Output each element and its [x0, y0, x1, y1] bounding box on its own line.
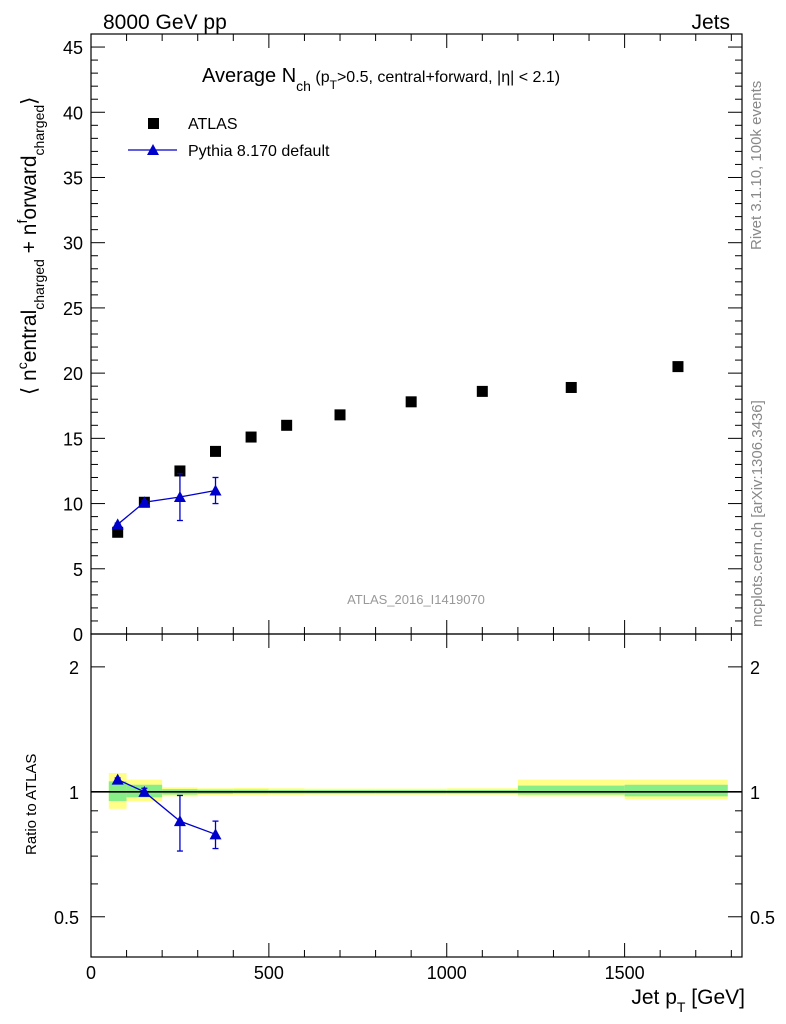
atlas-data-point [281, 419, 293, 431]
ratio-y-tick-label: 0.5 [54, 908, 79, 928]
legend-pythia-marker [147, 144, 159, 155]
ratio-y-axis-label: Ratio to ATLAS [23, 754, 40, 855]
xlabel-unit: [GeV] [685, 986, 745, 1009]
pythia-ratio-marker [209, 828, 222, 840]
legend-atlas-marker [148, 118, 159, 129]
uncertainty-band-inner [517, 785, 625, 795]
ylabel-mid3: orward [18, 155, 41, 219]
ratio-plot-frame [90, 633, 743, 958]
x-tick-label: 1500 [605, 963, 645, 983]
legend-pythia-label: Pythia 8.170 default [188, 143, 330, 160]
atlas-data-point [245, 431, 257, 443]
atlas-data-point [565, 381, 577, 393]
uncertainty-band-inner [624, 784, 728, 797]
header-left: 8000 GeV pp [103, 11, 227, 34]
legend: ATLAS Pythia 8.170 default [128, 116, 330, 160]
y-tick-label: 25 [63, 299, 83, 319]
x-tick-label: 1000 [427, 963, 467, 983]
atlas-data-point [405, 396, 417, 408]
atlas-data-point [672, 361, 684, 373]
pythia-marker [173, 491, 186, 503]
ratio-y-tick-label: 1 [69, 783, 79, 803]
main-plot-title: Average Nch (pT>0.5, central+forward, |η… [202, 65, 560, 94]
pythia-ratio-marker [138, 785, 151, 797]
x-axis-label: Jet pT [GeV] [631, 986, 745, 1015]
xlabel-main: Jet p [631, 986, 677, 1009]
title-rest-sub: T [330, 78, 338, 92]
ylabel-sub1: charged [31, 259, 47, 310]
ylabel-open: ⟨ n [18, 369, 41, 395]
title-rest-open: (p [311, 69, 330, 86]
y-tick-label: 35 [63, 168, 83, 188]
y-tick-label: 10 [63, 495, 83, 515]
ratio-y-tick-label-right: 0.5 [750, 908, 775, 928]
atlas-data-point [476, 385, 488, 397]
atlas-data-point [112, 526, 124, 538]
legend-atlas-label: ATLAS [188, 116, 238, 133]
atlas-data-point [210, 445, 222, 457]
title-rest-tail: >0.5, central+forward, |η| < 2.1) [337, 69, 560, 86]
ylabel-sup2: f [14, 220, 30, 224]
ratio-y-tick-label: 2 [69, 658, 79, 678]
pythia-marker [111, 518, 124, 530]
pythia-ratio-line [117, 779, 216, 835]
ylabel-mid2: + n [18, 224, 41, 260]
y-tick-label: 15 [63, 429, 83, 449]
ylabel-mid1: entral [18, 310, 41, 363]
y-tick-label: 30 [63, 234, 83, 254]
pythia-marker [209, 484, 222, 496]
rivet-side-label: Rivet 3.1.10, 100k events [748, 81, 765, 250]
atlas-data-point [334, 409, 346, 421]
pythia-line [117, 489, 216, 525]
title-sub: ch [296, 78, 311, 94]
analysis-watermark: ATLAS_2016_I1419070 [347, 592, 485, 607]
y-tick-label: 40 [63, 103, 83, 123]
pythia-marker [138, 496, 151, 508]
title-main: Average N [202, 65, 296, 87]
y-tick-label: 0 [73, 625, 83, 645]
ylabel-close: ⟩ [18, 97, 41, 105]
header-right: Jets [691, 11, 730, 34]
ratio-y-tick-label-right: 1 [750, 783, 760, 803]
y-tick-label: 20 [63, 364, 83, 384]
y-tick-label: 45 [63, 38, 83, 58]
atlas-data-point [174, 465, 186, 477]
y-tick-label: 5 [73, 560, 83, 580]
pythia-ratio-marker [111, 773, 124, 785]
x-tick-label: 0 [86, 963, 96, 983]
pythia-ratio-marker [173, 815, 186, 827]
x-tick-label: 500 [254, 963, 284, 983]
ratio-y-tick-label-right: 2 [750, 658, 760, 678]
mcplots-side-label: mcplots.cern.ch [arXiv:1306.3436] [749, 400, 766, 627]
xlabel-sub: T [677, 999, 686, 1015]
ylabel-sub2: charged [31, 105, 47, 156]
ylabel-sup1: c [14, 362, 30, 369]
main-y-axis-label: ⟨ ncentralcharged + nforwardcharged⟩ [14, 97, 47, 395]
